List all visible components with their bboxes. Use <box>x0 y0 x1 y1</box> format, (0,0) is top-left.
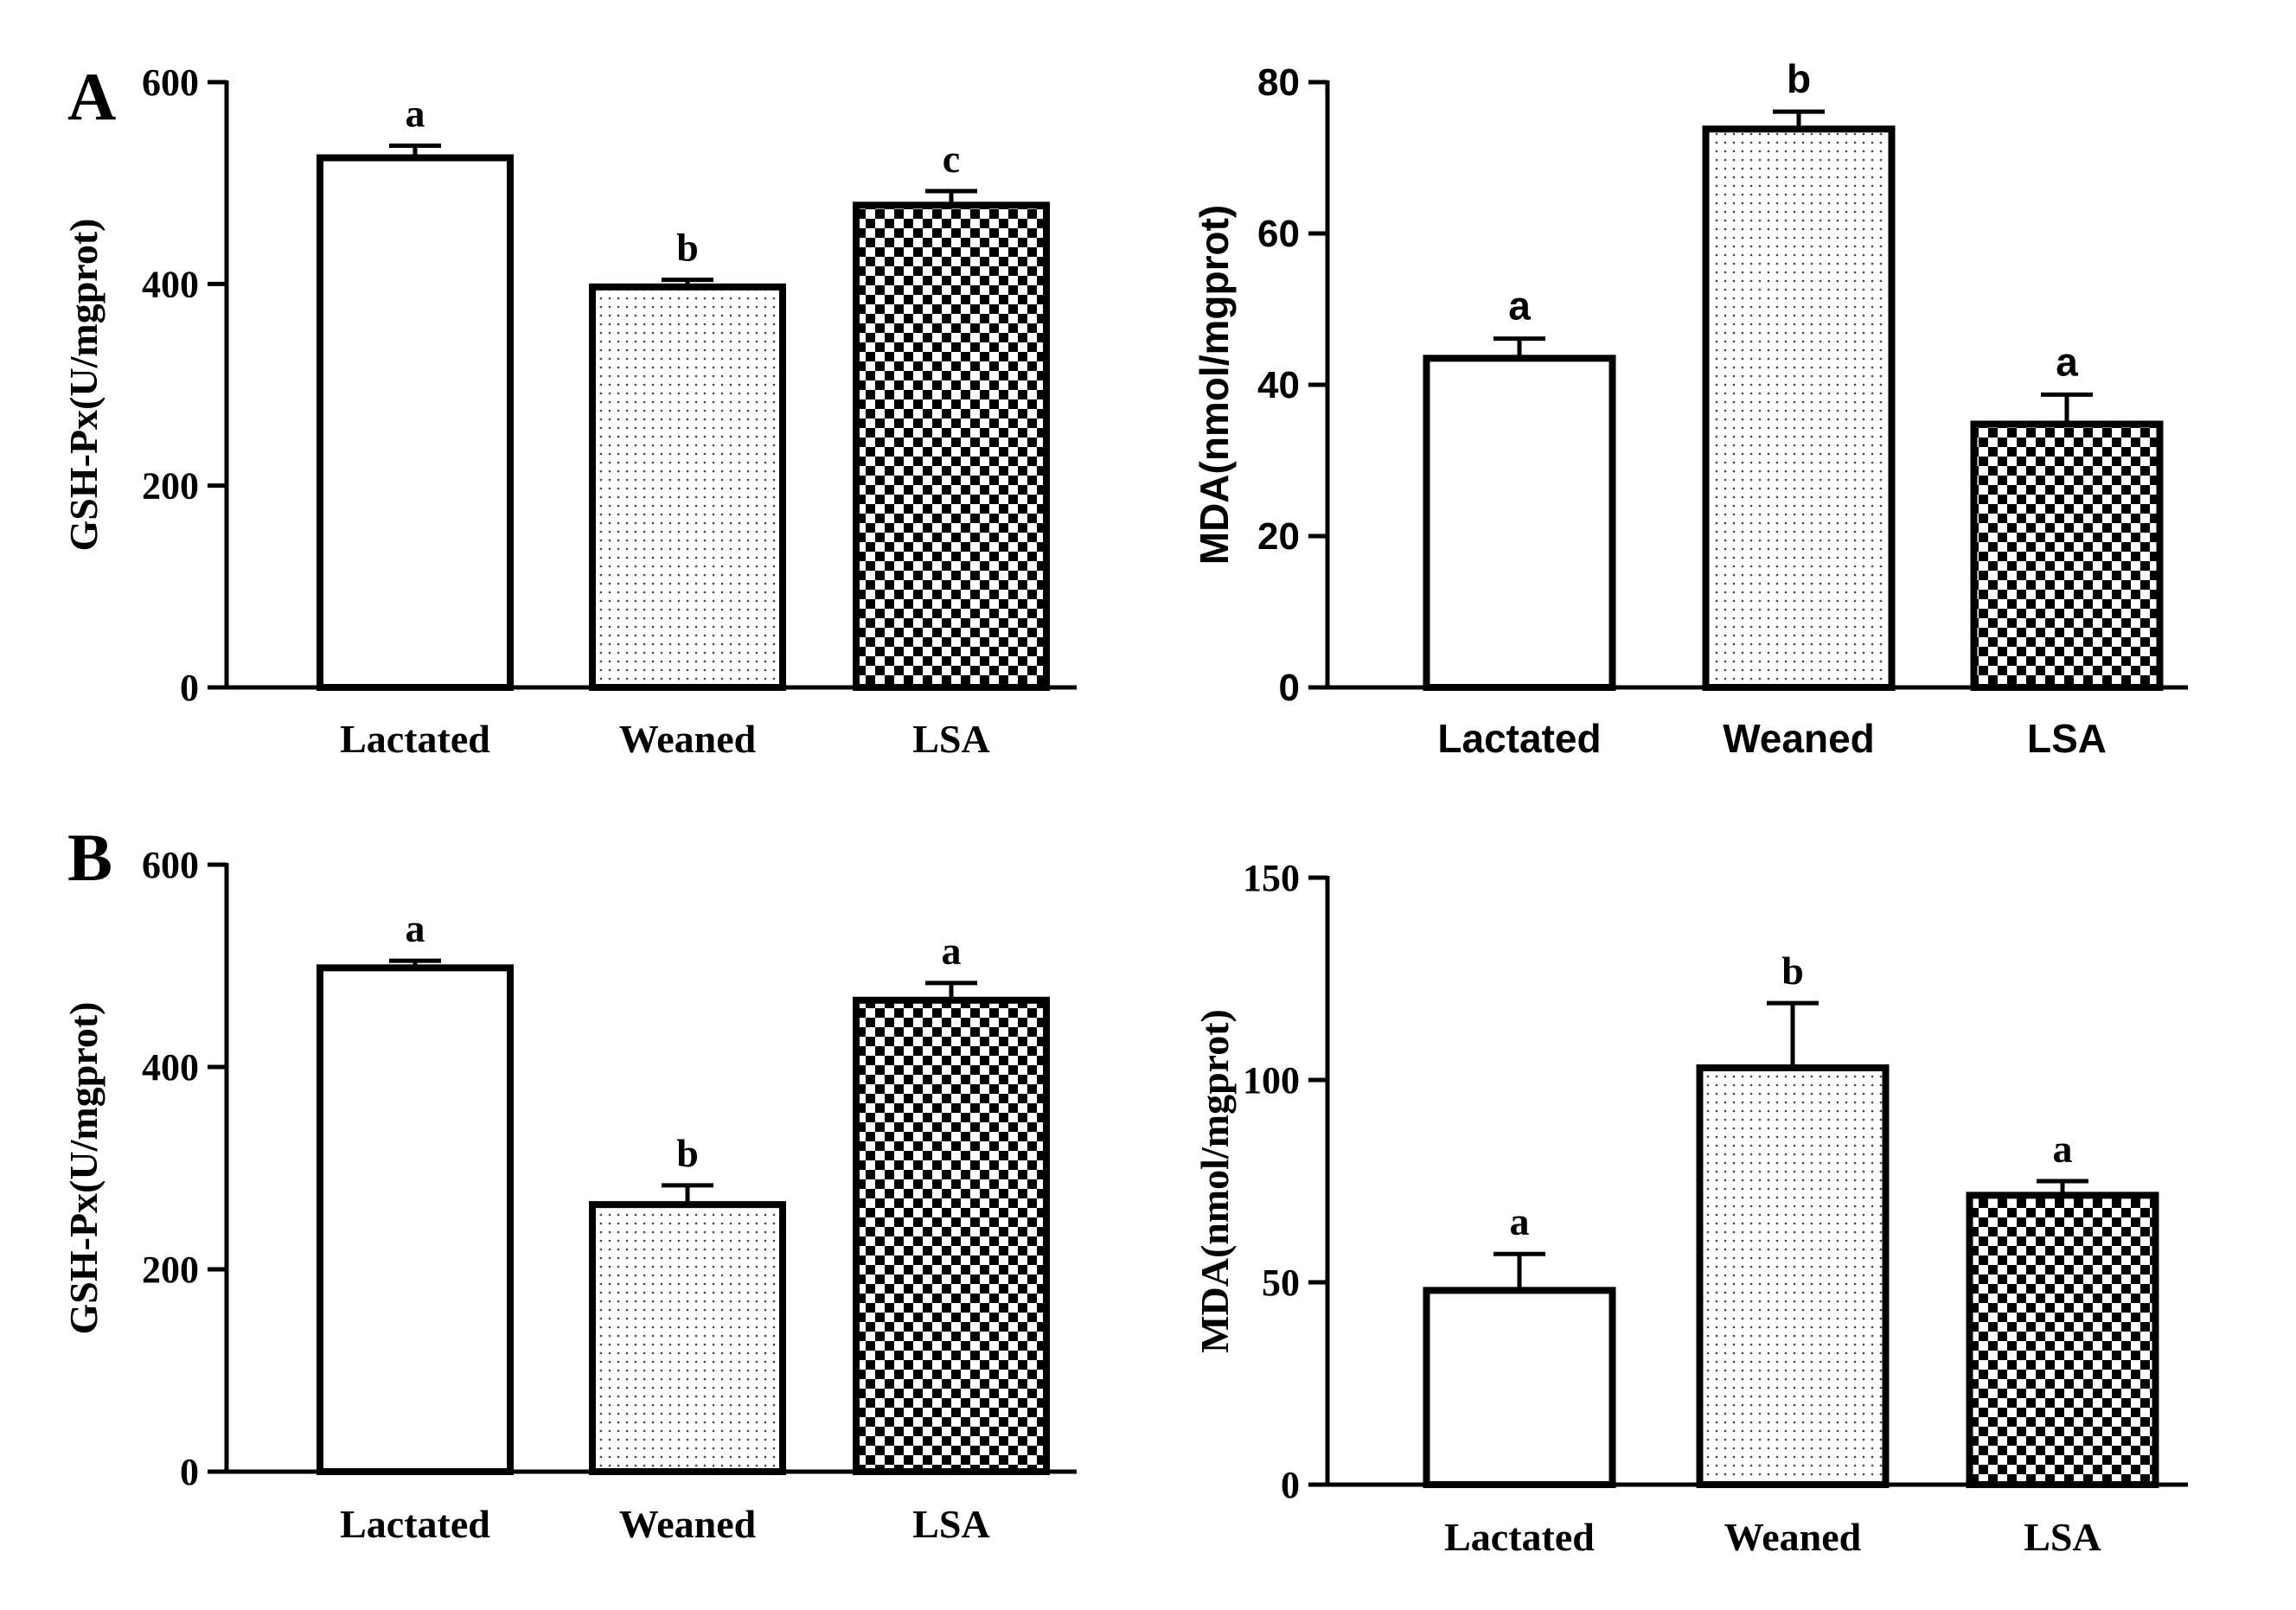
bar-lsa <box>853 201 1050 692</box>
chart-a-mda: 0 20 40 60 80 MDA(nmol/mgprot) a Lactated b Weane… <box>1192 56 2188 761</box>
bar-lsa <box>1966 1192 2159 1488</box>
y-tick-label: 80 <box>1257 61 1300 104</box>
y-tick-label: 0 <box>1279 667 1300 709</box>
bar-lactated <box>317 964 514 1475</box>
y-tick-label: 400 <box>142 263 199 305</box>
significance-label: a <box>1510 1199 1530 1243</box>
y-tick-label: 50 <box>1262 1262 1300 1304</box>
y-tick-label: 20 <box>1257 515 1300 558</box>
bar-lactated <box>1423 1287 1616 1488</box>
y-axis-title: MDA(nmol/mgprot) <box>1193 1009 1237 1353</box>
panel-label-a: A <box>67 59 116 134</box>
x-category-label: Lactated <box>340 717 490 761</box>
y-tick-label: 200 <box>142 465 199 508</box>
significance-label: b <box>676 226 699 270</box>
y-tick-label: 0 <box>180 667 199 709</box>
y-tick-label: 40 <box>1257 364 1300 406</box>
y-axis-title: GSH-Px(U/mgprot) <box>61 218 106 551</box>
y-axis-title: MDA(nmol/mgprot) <box>1192 205 1237 565</box>
bar-lsa <box>1970 420 2164 691</box>
x-category-label: Lactated <box>1444 1515 1595 1559</box>
x-category-label: Weaned <box>1724 1515 1862 1559</box>
x-category-label: Weaned <box>619 1502 757 1546</box>
x-category-label: LSA <box>912 1502 989 1546</box>
bar-weaned <box>589 1201 786 1475</box>
chart-a-gsh-px: 0 200 400 600 GSH-Px(U/mgprot) a Lactated b Wean… <box>61 61 1077 761</box>
x-category-label: Lactated <box>340 1502 490 1546</box>
bar-weaned <box>1696 1064 1890 1488</box>
panel-label-b: B <box>67 820 112 895</box>
significance-label: a <box>406 906 425 950</box>
x-category-label: Lactated <box>1437 716 1601 761</box>
bar-lactated <box>1423 355 1616 691</box>
y-tick-label: 400 <box>142 1046 199 1089</box>
bar-lsa <box>853 996 1050 1475</box>
y-tick-label: 600 <box>142 61 199 104</box>
bar-weaned <box>589 283 786 691</box>
chart-b-gsh-px: 0 200 400 600 GSH-Px(U/mgprot) a Lactated b Wean… <box>61 844 1077 1546</box>
y-tick-label: 600 <box>142 844 199 886</box>
significance-label: c <box>943 137 960 181</box>
x-category-label: LSA <box>2024 1515 2101 1559</box>
significance-label: b <box>1787 56 1811 101</box>
bar-lactated <box>317 154 514 691</box>
significance-label: a <box>2056 339 2078 384</box>
y-tick-label: 60 <box>1257 213 1300 255</box>
y-tick-label: 100 <box>1243 1059 1300 1102</box>
significance-label: a <box>942 929 962 973</box>
chart-b-mda: 0 50 100 150 MDA(nmol/mgprot) a Lactated b Weane… <box>1193 857 2188 1559</box>
y-tick-label: 0 <box>1281 1464 1300 1506</box>
y-tick-label: 0 <box>180 1451 199 1493</box>
significance-label: a <box>1508 284 1531 329</box>
significance-label: b <box>1781 949 1804 993</box>
significance-label: a <box>406 92 425 136</box>
y-tick-label: 150 <box>1243 857 1300 899</box>
x-category-label: LSA <box>912 717 989 761</box>
y-axis-title: GSH-Px(U/mgprot) <box>61 1001 106 1334</box>
x-category-label: LSA <box>2027 716 2107 761</box>
significance-label: a <box>2053 1127 2073 1171</box>
significance-label: b <box>676 1131 699 1175</box>
x-category-label: Weaned <box>1723 716 1875 761</box>
y-tick-label: 200 <box>142 1249 199 1291</box>
bar-weaned <box>1702 125 1896 691</box>
x-category-label: Weaned <box>619 717 757 761</box>
